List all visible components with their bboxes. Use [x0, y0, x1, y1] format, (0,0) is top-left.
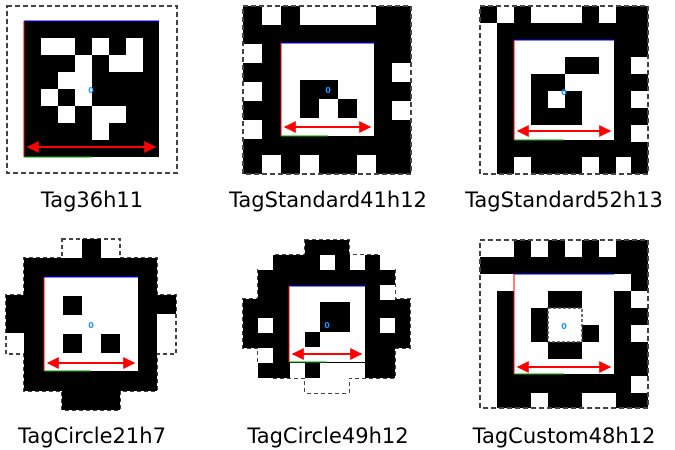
- caption-tagstandard52h13: TagStandard52h13: [464, 188, 663, 212]
- tag-s52-data-bits: [531, 57, 599, 125]
- tag-s52-id: 0: [561, 88, 567, 97]
- tag-c21-data-bits: [63, 296, 120, 353]
- tag-36h11: 0: [6, 5, 178, 174]
- tag-c48-inner-hole: [547, 307, 583, 343]
- tag-36h11-data-bits: [41, 38, 143, 140]
- tag-c21-id: 0: [88, 321, 94, 330]
- tag-c49-id: 0: [324, 321, 330, 330]
- tag-c49-border-bits: [258, 255, 395, 393]
- caption-tagcircle49h12: TagCircle49h12: [246, 424, 408, 448]
- tag-standard41h12: 0: [242, 5, 412, 175]
- tag-s41-id: 0: [325, 86, 331, 95]
- caption-tagcircle21h7: TagCircle21h7: [17, 424, 166, 448]
- tag-circle49h12: 0: [242, 239, 411, 394]
- tag-standard52h13: 0: [479, 5, 649, 175]
- tag-36h11-id: 0: [88, 86, 94, 95]
- tag-s52-outer-border: [479, 5, 649, 175]
- tag-s41-data-bits: [300, 80, 357, 118]
- tag-c48-id: 0: [561, 322, 567, 331]
- tag-c48-outer-border: [479, 239, 649, 409]
- caption-tagstandard41h12: TagStandard41h12: [228, 188, 427, 212]
- caption-tagcustom48h12: TagCustom48h12: [472, 424, 656, 448]
- tag-circle21h7: 0: [5, 238, 177, 411]
- caption-tag36h11: Tag36h11: [40, 188, 143, 212]
- tag-s41-outer-border: [242, 5, 412, 175]
- tag-c49-data-bits: [305, 302, 350, 347]
- tag-s41-border-bits: [243, 6, 411, 174]
- tag-c21-inner-white: [44, 277, 138, 371]
- tag-custom48h12: 0: [479, 239, 649, 409]
- tag-s52-border-bits: [480, 6, 648, 174]
- tag-c48-data-bits: [531, 291, 599, 359]
